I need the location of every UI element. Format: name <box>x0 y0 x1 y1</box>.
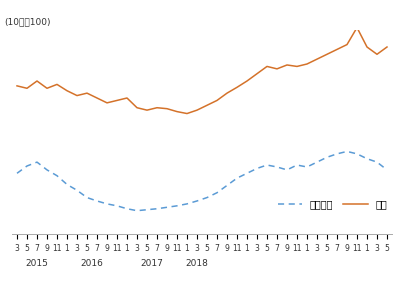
一致 <box>185 112 190 115</box>
Line: 先行指数: 先行指数 <box>17 152 387 211</box>
一致 <box>174 110 179 113</box>
先行指数 <box>125 207 130 211</box>
一致 <box>204 103 210 107</box>
先行指数 <box>334 152 339 156</box>
先行指数 <box>174 204 179 208</box>
先行指数 <box>265 163 270 167</box>
一致 <box>334 48 339 51</box>
一致 <box>74 94 79 98</box>
先行指数 <box>285 168 290 172</box>
先行指数 <box>194 199 199 203</box>
一致 <box>365 45 370 49</box>
先行指数 <box>154 207 159 211</box>
先行指数 <box>65 183 70 186</box>
先行指数 <box>345 150 350 153</box>
Text: 2016: 2016 <box>80 259 104 268</box>
先行指数 <box>374 160 379 164</box>
一致 <box>374 52 379 56</box>
先行指数 <box>245 172 250 175</box>
一致 <box>34 79 39 83</box>
先行指数 <box>94 199 99 203</box>
一致 <box>65 89 70 92</box>
一致 <box>134 106 140 110</box>
一致 <box>345 43 350 46</box>
Text: 2018: 2018 <box>186 259 208 268</box>
Text: 2017: 2017 <box>140 259 164 268</box>
先行指数 <box>74 188 79 192</box>
先行指数 <box>134 209 140 212</box>
一致 <box>285 63 290 67</box>
先行指数 <box>45 168 50 172</box>
一致 <box>305 62 310 66</box>
一致 <box>25 86 30 90</box>
一致 <box>114 99 119 102</box>
先行指数 <box>355 152 360 156</box>
一致 <box>145 108 150 112</box>
一致 <box>294 64 299 68</box>
先行指数 <box>25 164 30 168</box>
先行指数 <box>15 172 19 175</box>
Text: 2015: 2015 <box>26 259 48 268</box>
一致 <box>45 86 50 90</box>
先行指数 <box>225 184 230 187</box>
一致 <box>54 82 60 86</box>
一致 <box>125 96 130 100</box>
先行指数 <box>204 196 210 200</box>
一致 <box>355 26 360 29</box>
先行指数 <box>385 168 390 172</box>
先行指数 <box>294 163 299 167</box>
一致 <box>245 79 250 83</box>
先行指数 <box>165 206 170 209</box>
一致 <box>385 45 390 49</box>
一致 <box>314 57 319 61</box>
先行指数 <box>185 202 190 206</box>
先行指数 <box>274 165 279 169</box>
一致 <box>265 64 270 68</box>
一致 <box>194 108 199 112</box>
先行指数 <box>254 167 259 170</box>
一致 <box>94 96 99 100</box>
先行指数 <box>325 155 330 159</box>
一致 <box>214 99 219 102</box>
先行指数 <box>34 160 39 164</box>
一致 <box>325 52 330 56</box>
先行指数 <box>214 191 219 194</box>
先行指数 <box>85 196 90 200</box>
一致 <box>154 106 159 110</box>
一致 <box>234 85 239 89</box>
一致 <box>15 84 19 88</box>
先行指数 <box>54 174 60 178</box>
先行指数 <box>145 208 150 211</box>
一致 <box>254 72 259 76</box>
一致 <box>105 101 110 105</box>
先行指数 <box>365 157 370 160</box>
Text: (10年＝100): (10年＝100) <box>4 18 51 27</box>
一致 <box>274 67 279 71</box>
Line: 一致: 一致 <box>17 28 387 113</box>
先行指数 <box>234 176 239 180</box>
Legend: 先行指数, 一致: 先行指数, 一致 <box>274 195 391 213</box>
一致 <box>225 91 230 95</box>
一致 <box>165 107 170 110</box>
先行指数 <box>305 165 310 169</box>
一致 <box>85 91 90 95</box>
先行指数 <box>105 202 110 206</box>
先行指数 <box>114 204 119 208</box>
先行指数 <box>314 160 319 164</box>
